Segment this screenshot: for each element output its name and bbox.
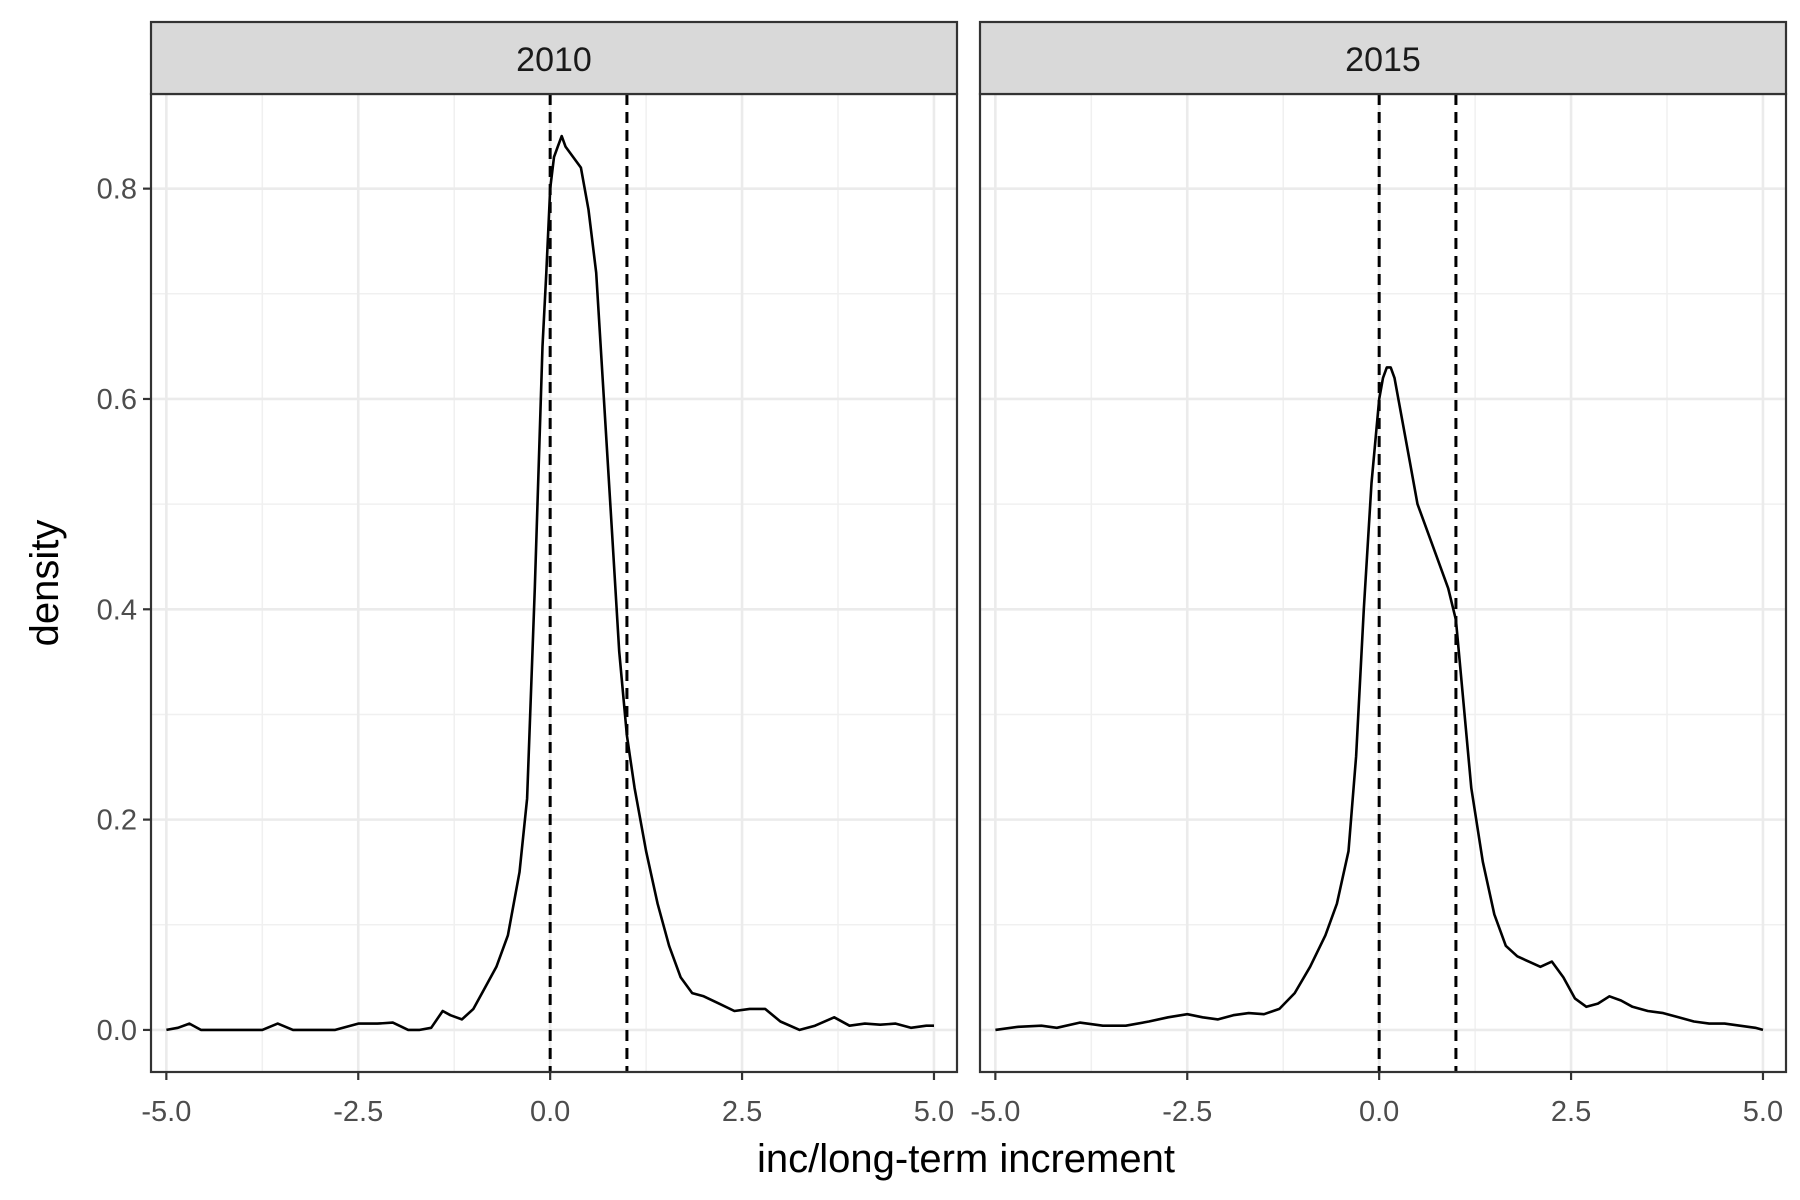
x-tick-label: -5.0 (141, 1096, 191, 1128)
y-tick-label: 0.0 (97, 1015, 137, 1047)
x-tick-label: 0.0 (1359, 1096, 1399, 1128)
y-tick-label: 0.2 (97, 805, 137, 837)
x-axis-title: inc/long-term increment (757, 1137, 1175, 1181)
facet-strip-label: 2010 (516, 41, 592, 79)
y-tick-label: 0.8 (97, 174, 137, 206)
x-tick-label: 2.5 (1551, 1096, 1591, 1128)
facet-panels: 2010 -5.0 -2.5 0.0 2.5 5.0 0.0 0.2 0.4 0.6 0.8 2015… (97, 20, 1788, 1128)
facet-panel-2010: 2010 -5.0 -2.5 0.0 2.5 5.0 0.0 0.2 0.4 0.6 0.8 (97, 20, 959, 1128)
facet-panel-2015: 2015 -5.0 -2.5 0.0 2.5 5.0 (970, 20, 1788, 1128)
x-tick-label: -2.5 (333, 1096, 383, 1128)
facet-strip (978, 20, 1788, 96)
x-tick-label: 5.0 (914, 1096, 954, 1128)
density-line-2015 (995, 366, 1764, 1032)
facet-strip-label: 2015 (1345, 41, 1421, 79)
y-tick-label: 0.4 (97, 594, 137, 626)
facet-strip (149, 20, 959, 96)
x-tick-label: 0.0 (530, 1096, 570, 1128)
x-tick-label: 2.5 (722, 1096, 762, 1128)
x-tick-label: -2.5 (1162, 1096, 1212, 1128)
x-tick-label: 5.0 (1743, 1096, 1783, 1128)
y-axis-title: density (23, 520, 67, 647)
density-line-2010 (166, 134, 934, 1032)
panel-background (980, 94, 1786, 1072)
y-tick-label: 0.6 (97, 384, 137, 416)
x-tick-label: -5.0 (970, 1096, 1020, 1128)
panel-background (151, 94, 957, 1072)
